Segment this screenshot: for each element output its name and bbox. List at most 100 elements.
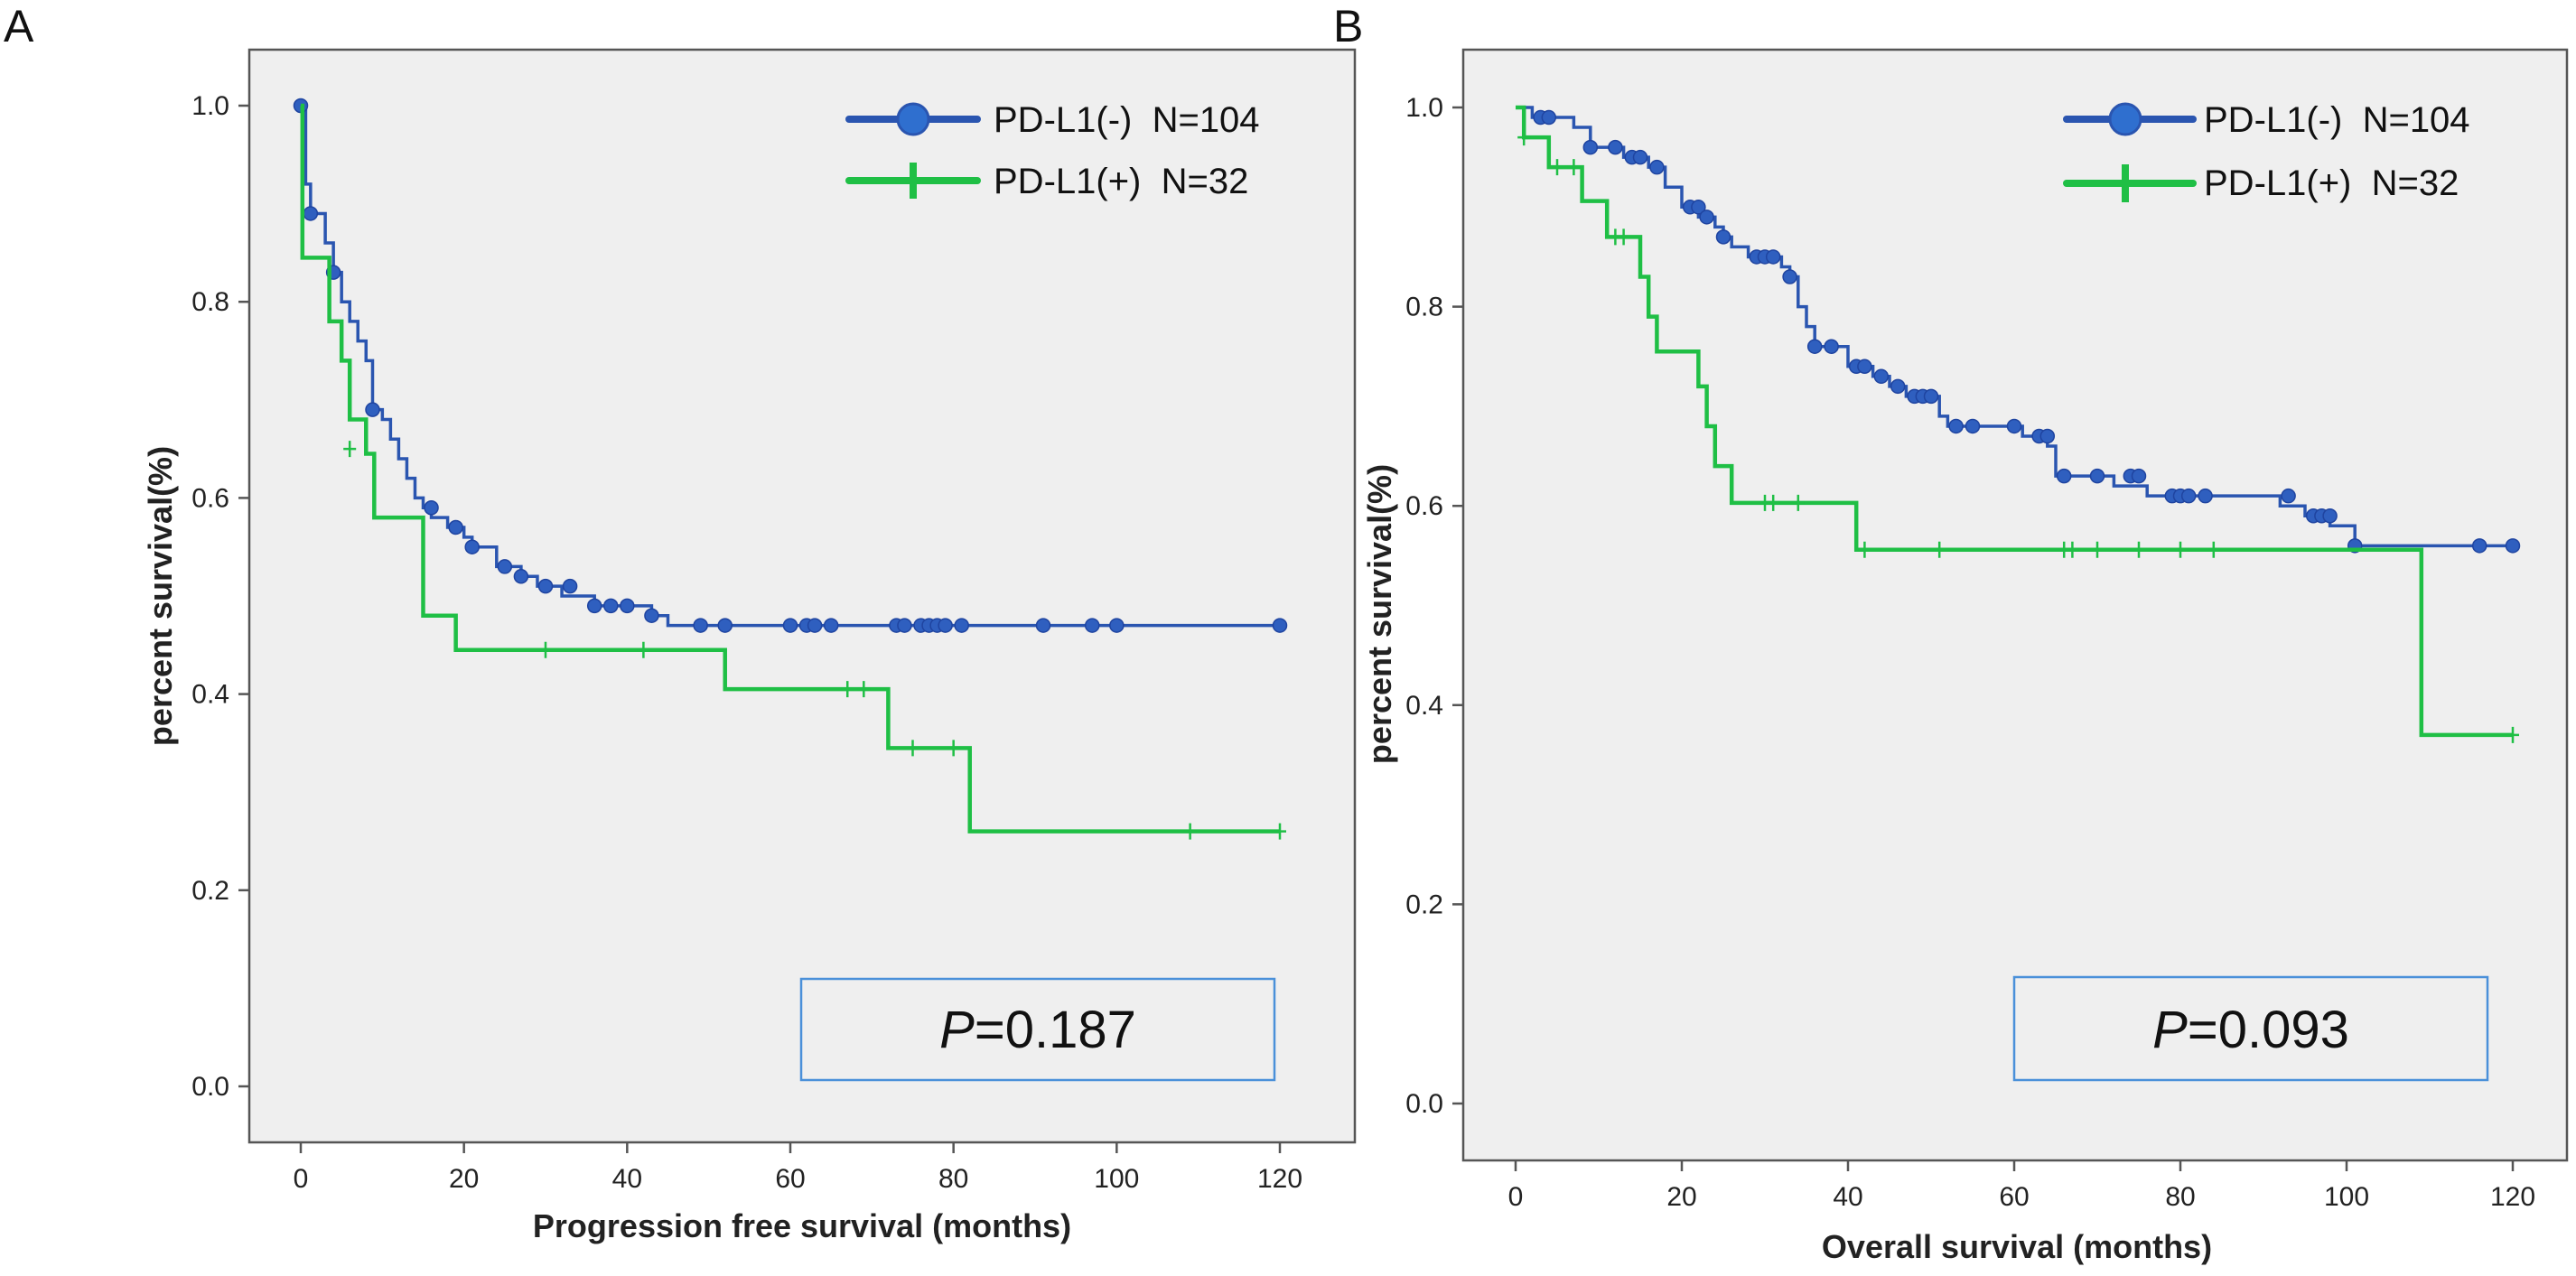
legend: PD-L1(-) N=104 PD-L1(+) N=32: [845, 100, 1260, 201]
censor-point: [603, 598, 619, 614]
censor-point: [1582, 139, 1599, 155]
censor-point: [938, 618, 953, 633]
y-tick-label: 0.0: [1405, 1089, 1443, 1119]
p-value: =0.093: [2188, 1001, 2349, 1059]
p-value: =0.187: [975, 1001, 1136, 1059]
x-tick-label: 100: [1094, 1164, 1139, 1194]
censor-point: [2281, 488, 2296, 504]
y-tick-label: 0.2: [1405, 889, 1443, 919]
plot-area: [1461, 48, 2569, 1162]
x-tick-label: 80: [2165, 1182, 2195, 1212]
legend-label-pdl1-pos: PD-L1(+) N=32: [2204, 163, 2459, 203]
panel-letter: B: [1333, 1, 1363, 51]
censor-point: [2198, 488, 2213, 504]
censor-point: [1782, 269, 1797, 284]
censor-point: [1691, 200, 1706, 215]
censor-point: [1274, 823, 1286, 840]
censor-point: [1933, 541, 1946, 558]
censor-point: [717, 618, 733, 633]
x-tick-label: 120: [2490, 1182, 2535, 1212]
censor-point: [906, 740, 919, 757]
p-label: P: [939, 1001, 975, 1059]
censor-point: [586, 598, 602, 614]
censor-point: [2506, 726, 2519, 743]
censor-point: [2174, 541, 2187, 558]
censor-point: [1948, 418, 1964, 434]
censor-point: [1551, 159, 1563, 176]
x-axis-label: Progression free survival (months): [533, 1207, 1071, 1244]
censor-point: [1608, 139, 1623, 155]
censor-point: [857, 681, 871, 698]
survival-curves: [293, 98, 1288, 840]
censor-point: [497, 559, 513, 574]
y-tick-label: 0.6: [1405, 491, 1443, 521]
censor-point: [2505, 538, 2521, 554]
censor-point: [343, 441, 357, 458]
censor-point: [365, 402, 380, 417]
survival-curves: [1516, 105, 2521, 743]
censor-point: [947, 740, 960, 757]
legend-marker-dot-icon: [2108, 102, 2142, 136]
censor-point: [954, 618, 969, 633]
x-tick-label: 0: [294, 1164, 309, 1194]
censor-point: [2006, 418, 2022, 434]
legend-label-pdl1-neg: PD-L1(-) N=104: [994, 100, 1260, 140]
censor-point: [1272, 618, 1288, 633]
censor-point: [2066, 541, 2079, 558]
censor-point: [539, 641, 552, 658]
x-tick-label: 0: [1508, 1182, 1524, 1212]
legend-label-pdl1-neg: PD-L1(-) N=104: [2204, 100, 2470, 140]
censor-point: [1567, 159, 1581, 176]
y-tick-label: 0.6: [191, 483, 229, 513]
censor-point: [1824, 339, 1839, 354]
censor-point: [2471, 538, 2487, 554]
censor-point: [1965, 418, 1981, 434]
censor-point: [562, 578, 578, 594]
censor-point: [2039, 428, 2056, 444]
censor-point: [620, 598, 635, 614]
p-value-box: P=0.093: [2012, 975, 2489, 1082]
censor-point: [1699, 210, 1714, 225]
censor-point: [693, 618, 708, 633]
censor-point: [807, 618, 823, 633]
censor-point: [1858, 541, 1871, 558]
censor-point: [2056, 468, 2072, 484]
panel-a: A 0 20 40 60 80 100 120 0.0 0.2 0.4 0.6 0.8 1.0 PD-L…: [4, 1, 1357, 1244]
censor-point: [1035, 618, 1051, 633]
panel-b: B 0 20 40 60 80 100 120 0.0 0.2 0.4 0.6 0.8 1.0 PD-L…: [1333, 1, 2569, 1265]
censor-point: [537, 578, 554, 594]
censor-point: [782, 618, 798, 633]
censor-point: [464, 539, 480, 554]
p-value-frame: [799, 977, 1276, 1082]
censor-point: [1183, 823, 1197, 840]
survival-curve-pdl1-pos: [300, 103, 1280, 834]
y-tick-label: 0.0: [191, 1072, 229, 1102]
censor-point: [1890, 378, 1906, 395]
plot-area: [247, 48, 1357, 1144]
x-tick-label: 40: [612, 1164, 642, 1194]
y-tick-label: 0.2: [191, 876, 229, 906]
legend-label-pdl1-pos: PD-L1(+) N=32: [994, 162, 1248, 201]
survival-curve-pdl1-neg: [1516, 106, 2513, 548]
censor-point: [1767, 494, 1780, 511]
x-tick-label: 100: [2324, 1182, 2369, 1212]
y-tick-label: 0.8: [191, 287, 229, 317]
censor-point: [1765, 249, 1781, 265]
axis-ticks: 0 20 40 60 80 100 120 0.0 0.2 0.4 0.6 0.8 1.0: [1405, 93, 2535, 1212]
censor-point: [2091, 541, 2104, 558]
censor-point: [2207, 541, 2220, 558]
panel-letter: A: [4, 1, 34, 51]
censor-point: [1649, 159, 1665, 175]
x-tick-label: 20: [449, 1164, 479, 1194]
censor-point: [644, 608, 659, 623]
y-tick-label: 1.0: [1405, 93, 1443, 123]
censor-point: [1923, 388, 1939, 405]
censor-point: [841, 681, 854, 698]
censor-point: [1632, 149, 1648, 165]
censor-point: [2322, 508, 2338, 524]
y-axis-label: percent survival(%): [1361, 464, 1398, 764]
censor-point: [1806, 339, 1823, 354]
censor-point: [513, 569, 529, 584]
censor-point: [637, 641, 650, 658]
